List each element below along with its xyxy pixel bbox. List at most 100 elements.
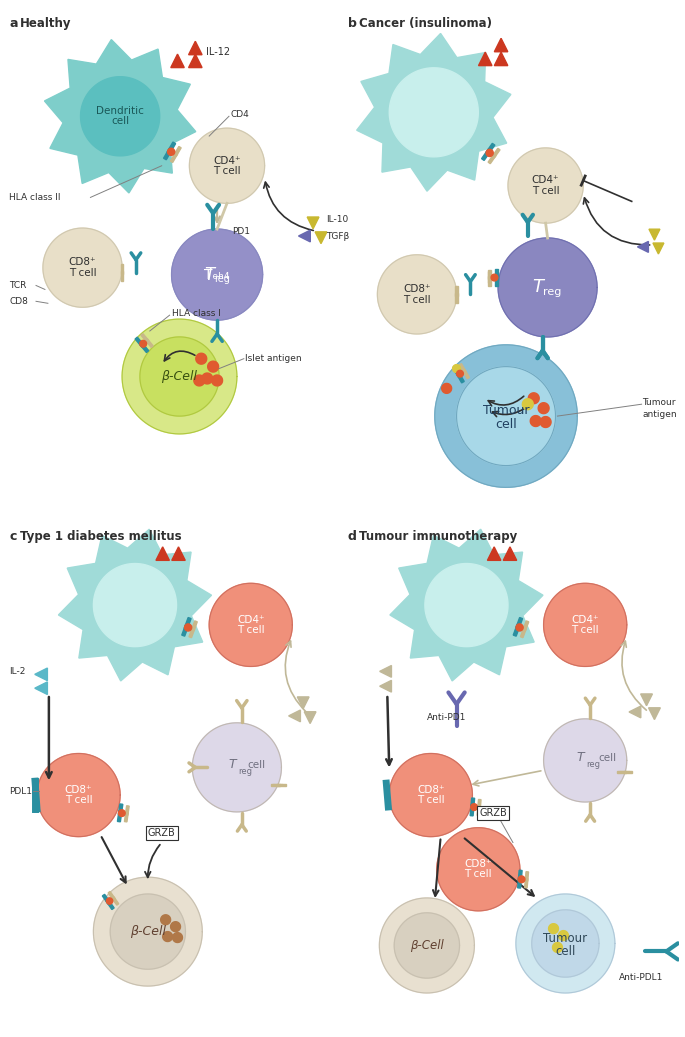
Polygon shape xyxy=(135,337,145,347)
Text: T: T xyxy=(532,279,543,297)
Text: Tₑₕ₄: Tₑₕ₄ xyxy=(204,268,230,282)
Polygon shape xyxy=(119,804,123,815)
Polygon shape xyxy=(456,372,464,383)
Polygon shape xyxy=(140,340,147,347)
Polygon shape xyxy=(164,148,172,160)
Polygon shape xyxy=(102,894,110,904)
Polygon shape xyxy=(106,899,114,909)
Polygon shape xyxy=(45,39,196,193)
Polygon shape xyxy=(167,142,175,153)
Text: CD8⁺: CD8⁺ xyxy=(65,785,92,795)
Polygon shape xyxy=(519,870,522,881)
Polygon shape xyxy=(495,276,497,286)
Text: Cancer (insulinoma): Cancer (insulinoma) xyxy=(358,18,492,30)
Text: CD8⁺: CD8⁺ xyxy=(464,859,492,869)
Text: reg: reg xyxy=(543,287,562,298)
Polygon shape xyxy=(471,798,475,809)
Polygon shape xyxy=(493,148,500,158)
Text: CD4⁺: CD4⁺ xyxy=(237,615,264,624)
Polygon shape xyxy=(140,337,219,416)
Text: CD8: CD8 xyxy=(10,297,28,306)
Polygon shape xyxy=(525,878,528,888)
Polygon shape xyxy=(357,33,511,191)
Polygon shape xyxy=(189,627,195,638)
Polygon shape xyxy=(288,710,301,722)
Polygon shape xyxy=(171,229,262,320)
Text: T cell: T cell xyxy=(237,625,264,635)
Polygon shape xyxy=(307,217,319,229)
Text: Islet antigen: Islet antigen xyxy=(245,355,301,363)
Polygon shape xyxy=(544,584,627,667)
Polygon shape xyxy=(477,800,481,809)
Polygon shape xyxy=(156,546,169,560)
Polygon shape xyxy=(93,563,177,647)
Polygon shape xyxy=(516,624,523,632)
Text: T cell: T cell xyxy=(65,795,92,806)
Polygon shape xyxy=(108,892,115,900)
Polygon shape xyxy=(121,272,123,281)
Polygon shape xyxy=(453,365,460,372)
Polygon shape xyxy=(495,38,508,52)
Polygon shape xyxy=(277,784,286,786)
Polygon shape xyxy=(457,370,463,377)
Polygon shape xyxy=(125,806,129,815)
Polygon shape xyxy=(188,41,202,55)
Polygon shape xyxy=(488,546,501,560)
Polygon shape xyxy=(617,772,626,774)
Polygon shape xyxy=(516,894,615,993)
Polygon shape xyxy=(379,680,391,692)
Text: Tumour immunotherapy: Tumour immunotherapy xyxy=(358,530,517,543)
Text: a: a xyxy=(10,18,18,30)
Polygon shape xyxy=(525,872,529,881)
Polygon shape xyxy=(553,943,562,952)
Polygon shape xyxy=(532,909,599,977)
Polygon shape xyxy=(119,810,125,816)
Text: reg: reg xyxy=(586,760,600,768)
Text: cell: cell xyxy=(495,418,517,430)
Text: CD4⁺: CD4⁺ xyxy=(532,175,560,186)
Polygon shape xyxy=(208,361,219,372)
Polygon shape xyxy=(638,242,649,252)
Polygon shape xyxy=(196,354,207,364)
Text: IL-2: IL-2 xyxy=(10,667,25,676)
Text: cell: cell xyxy=(598,754,616,763)
Polygon shape xyxy=(437,828,520,910)
Text: Tumour: Tumour xyxy=(483,403,530,417)
Polygon shape xyxy=(549,924,558,933)
Polygon shape xyxy=(503,546,516,560)
Text: Type 1 diabetes mellitus: Type 1 diabetes mellitus xyxy=(20,530,182,543)
Polygon shape xyxy=(192,723,282,812)
Polygon shape xyxy=(513,624,520,636)
Polygon shape xyxy=(81,77,160,156)
Polygon shape xyxy=(35,668,47,680)
Polygon shape xyxy=(172,546,185,560)
Text: T cell: T cell xyxy=(68,268,97,278)
Text: c: c xyxy=(10,530,16,543)
Text: TGFβ: TGFβ xyxy=(326,231,349,241)
Text: Dendritic: Dendritic xyxy=(96,106,144,116)
Polygon shape xyxy=(523,399,533,410)
Polygon shape xyxy=(395,913,460,978)
Text: Tumour: Tumour xyxy=(643,398,676,407)
Polygon shape xyxy=(184,617,191,629)
Text: CD8⁺: CD8⁺ xyxy=(68,257,97,268)
Polygon shape xyxy=(174,146,181,157)
Polygon shape xyxy=(457,367,556,466)
Polygon shape xyxy=(629,706,640,718)
Polygon shape xyxy=(456,286,458,296)
Polygon shape xyxy=(623,772,632,774)
Polygon shape xyxy=(518,876,525,882)
Polygon shape xyxy=(453,366,461,377)
Polygon shape xyxy=(471,804,477,811)
Polygon shape xyxy=(189,129,264,203)
Text: CD4⁺: CD4⁺ xyxy=(213,156,240,166)
Polygon shape xyxy=(304,711,316,724)
Text: cell: cell xyxy=(111,116,129,127)
Polygon shape xyxy=(212,375,223,386)
Text: Healthy: Healthy xyxy=(20,18,72,30)
Polygon shape xyxy=(488,276,490,285)
Polygon shape xyxy=(523,621,529,630)
Polygon shape xyxy=(122,319,237,433)
Polygon shape xyxy=(271,784,279,786)
Text: T cell: T cell xyxy=(403,295,431,305)
